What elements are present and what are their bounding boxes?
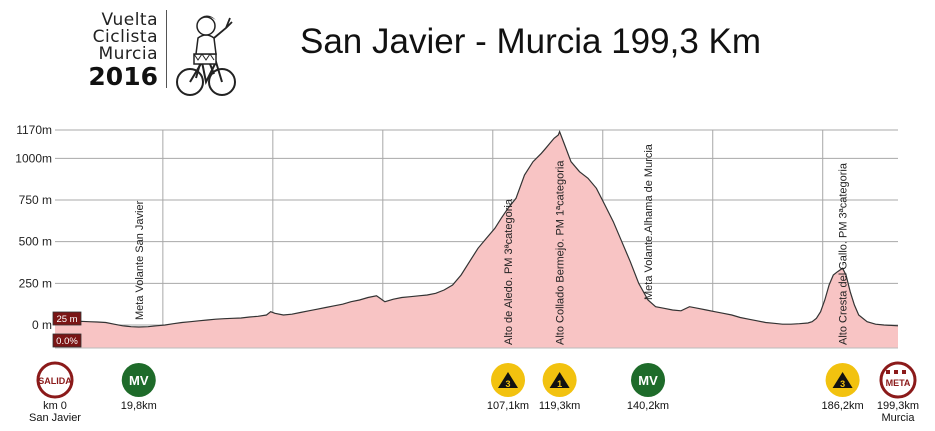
start-badge-box	[52, 311, 82, 326]
climb-category-text: 3	[506, 379, 511, 389]
start-badge-label: 25 m	[56, 314, 77, 325]
route-point-km: 107,1km	[487, 400, 529, 412]
route-point-km: 140,2km	[627, 400, 669, 412]
start-badge-box	[52, 333, 82, 348]
mv-icon-text: MV	[129, 373, 149, 388]
route-point-km: km 0	[43, 400, 67, 412]
climb-category-text: 1	[557, 379, 562, 389]
meta-checker-icon	[890, 370, 894, 374]
meta-checker-icon	[886, 370, 890, 374]
route-point-km: 119,3km	[539, 400, 580, 412]
checkpoint-label: Alto Collado Bermejo. PM 1ªcategoria	[555, 160, 567, 345]
route-point-mv: MV 140,2km	[627, 363, 669, 412]
checkpoint-label: Alto Cresta del Gallo. PM 3ªcategoria	[838, 162, 850, 345]
route-point-km: 199,3km	[877, 400, 919, 412]
y-tick-labels: 0 m 250 m 500 m 750 m 1000m 1170m	[15, 123, 52, 332]
route-point-mv: MV 19,8km	[121, 363, 157, 412]
profile-line	[54, 130, 899, 328]
y-tick-label: 750 m	[19, 193, 52, 207]
route-point-climb: 3 186,2km	[821, 363, 864, 412]
checkpoint-label: Meta Volante San Javier	[134, 200, 146, 320]
logo-line-1: Vuelta	[101, 10, 158, 30]
cyclist-mascot-icon	[176, 15, 236, 96]
climb-category-text: 3	[840, 379, 845, 389]
stage-title: San Javier - Murcia 199,3 Km	[300, 22, 762, 61]
logo-year: 2016	[88, 62, 158, 91]
profile-area-group	[54, 130, 899, 349]
profile-area	[55, 131, 898, 348]
meta-checker-icon	[898, 370, 902, 374]
logo-divider	[166, 10, 167, 88]
y-tick-label: 1170m	[16, 123, 52, 137]
y-tick-label: 500 m	[19, 235, 52, 249]
mountain-icon	[832, 372, 853, 388]
logo-line-2: Ciclista	[92, 27, 158, 47]
checkpoint-annotations: Meta Volante San Javier Alto de Aledo. PM…	[134, 143, 850, 345]
checkpoint-label: Alto de Aledo. PM 3ªcategoria	[503, 198, 515, 345]
meta-icon-text: META	[886, 378, 911, 388]
route-point-km: 19,8km	[121, 400, 157, 412]
meta-checker-icon	[902, 370, 906, 374]
route-point-place: San Javier	[29, 412, 81, 424]
salida-icon-text: SALIDA	[38, 376, 72, 386]
meta-checker-icon	[894, 370, 898, 374]
y-tick-label: 1000m	[15, 151, 52, 165]
mv-marker	[121, 363, 156, 397]
route-point-place: Murcia	[881, 412, 915, 424]
race-logo: Vuelta Ciclista Murcia 2016	[80, 8, 240, 100]
meta-checker-icon	[906, 370, 910, 374]
start-badges: 25 m 0.0%	[52, 311, 82, 348]
y-tick-label: 0 m	[32, 318, 52, 332]
route-point-climb: 1 119,3km	[539, 363, 580, 412]
mountain-icon	[549, 372, 570, 388]
route-point-km: 186,2km	[821, 400, 863, 412]
start-badge-label: 0.0%	[56, 336, 78, 347]
mountain-icon	[498, 372, 519, 388]
salida-marker	[36, 361, 74, 399]
logo-line-3: Murcia	[98, 44, 158, 64]
mv-icon-text: MV	[638, 373, 658, 388]
route-point-climb: 3 107,1km	[487, 363, 529, 412]
mv-marker	[631, 363, 666, 397]
checkpoint-label: Meta Volante.Alhama de Murcia	[643, 143, 655, 300]
y-tick-label: 250 m	[19, 276, 52, 290]
